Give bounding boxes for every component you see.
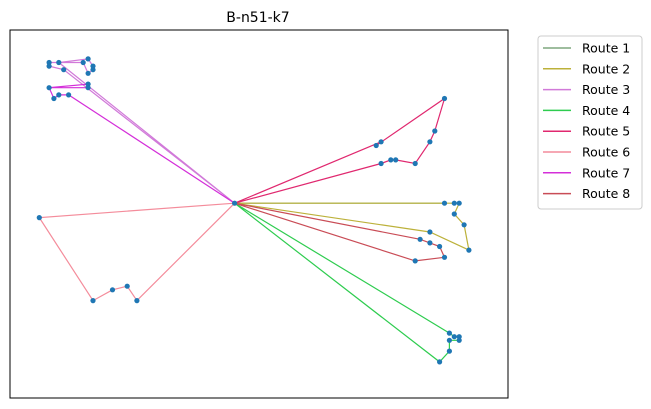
customer-node [109,287,116,293]
customer-node [446,348,452,354]
customer-node [437,359,443,365]
customer-node [66,92,72,98]
customer-node [412,258,418,264]
depot-node [232,200,238,206]
customer-node [80,59,86,66]
legend-frame [537,35,643,210]
legend-label-5: Route 5 [582,124,630,139]
customer-node [412,160,418,167]
customer-node [134,298,140,304]
customer-node [388,157,394,163]
customer-node [446,337,452,343]
route-line-3 [48,58,235,204]
route-line-4 [234,202,460,363]
customer-node [432,128,438,134]
customer-node [85,70,91,76]
legend-label-8: Route 8 [582,186,630,201]
customer-node [85,85,91,91]
customer-node [456,334,462,340]
customer-node [36,215,42,221]
route-line-7 [48,83,235,204]
customer-node [373,142,379,149]
customer-node [446,330,452,336]
route-line-6 [38,202,236,302]
customer-node [427,240,433,246]
customer-node [46,59,52,66]
customer-node [437,243,443,250]
customer-node [441,95,448,102]
chart-title: B-n51-k7 [226,10,289,26]
customer-node [61,67,67,73]
routes-layer [38,58,470,363]
customer-node [393,157,399,163]
customer-node [46,63,52,69]
customer-node [46,85,52,91]
legend: Route 1 Route 2 Route 3 Route 4 Route 5 Route… [537,35,643,210]
customer-node [56,92,62,98]
customer-node [51,95,57,102]
customer-node [456,200,462,206]
legend-label-7: Route 7 [582,165,630,180]
customer-node [427,139,433,145]
customer-node [427,229,433,235]
customer-node [90,67,96,73]
customer-node [451,200,457,206]
legend-label-2: Route 2 [582,61,630,76]
legend-label-4: Route 4 [582,103,630,118]
customer-node [451,334,457,340]
legend-label-1: Route 1 [582,41,630,56]
route-line-8 [234,202,446,262]
customer-node [378,160,384,167]
customer-node [417,236,423,242]
customer-node [124,283,130,289]
customer-node [85,81,91,87]
customer-node [85,56,91,62]
route-line-5 [234,97,446,204]
customer-node [451,211,457,217]
customer-node [466,247,472,253]
legend-items: Route 1 Route 2 Route 3 Route 4 Route 5 Route… [543,41,630,201]
customer-node [90,298,96,304]
nodes-layer [36,56,472,365]
customer-node [378,139,384,145]
customer-node [441,254,448,260]
legend-label-6: Route 6 [582,145,630,160]
legend-label-3: Route 3 [582,82,630,97]
plot-area-frame [9,29,509,399]
customer-node [456,337,462,343]
customer-node [56,59,62,66]
customer-node [441,200,448,206]
customer-node [461,222,467,228]
customer-node [90,63,96,69]
